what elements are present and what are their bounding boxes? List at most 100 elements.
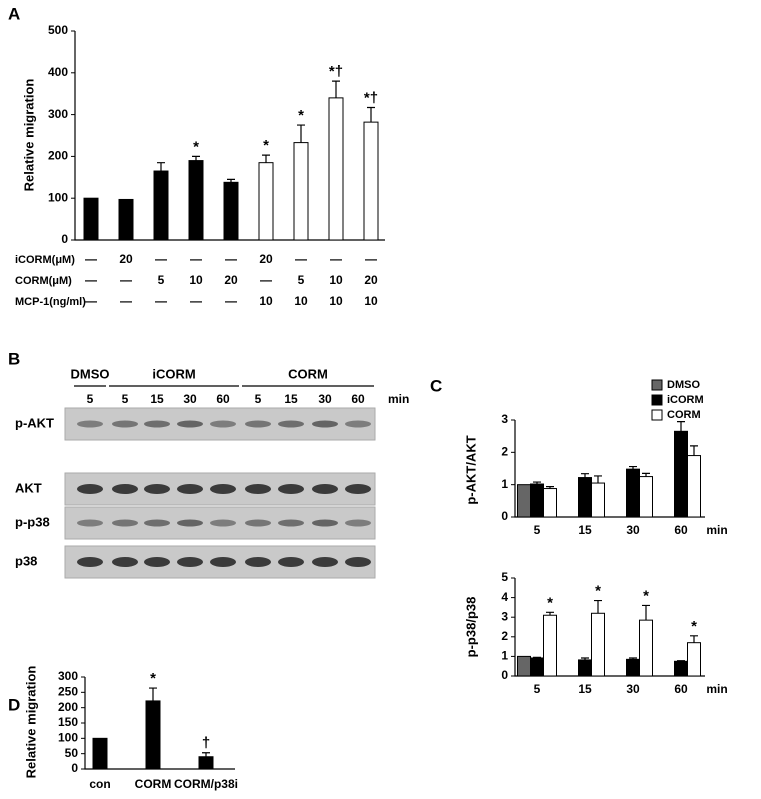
lane-label: 15: [284, 392, 298, 406]
bar: [591, 482, 605, 518]
treatment-cell: —: [85, 273, 97, 287]
annotation: *†: [329, 63, 343, 80]
error-bar: [149, 687, 157, 701]
band: [112, 484, 138, 494]
lane-label: 30: [183, 392, 197, 406]
band: [112, 557, 138, 567]
row-label: p-AKT: [15, 415, 54, 430]
treatment-cell: 10: [329, 294, 343, 308]
treatment-cell: —: [190, 294, 202, 308]
panel-label: B: [8, 349, 20, 368]
bar: [258, 162, 274, 241]
error-bar: [677, 660, 685, 662]
band: [77, 420, 103, 428]
band: [278, 420, 304, 428]
y-tick-label: 300: [58, 669, 78, 683]
error-bar: [546, 486, 554, 489]
y-tick-label: 2: [501, 629, 508, 643]
bar: [188, 160, 204, 241]
band: [144, 557, 170, 567]
bar: [517, 484, 531, 518]
treatment-cell: 20: [119, 252, 133, 266]
annotation: *: [643, 587, 649, 604]
lane-label: 15: [150, 392, 164, 406]
lane-label: 60: [351, 392, 365, 406]
bar: [530, 657, 544, 677]
bar: [517, 655, 531, 677]
treatment-cell: —: [260, 273, 272, 287]
error-bar: [297, 124, 305, 143]
treatment-cell: —: [365, 252, 377, 266]
error-bar: [677, 421, 685, 432]
error-bar: [546, 611, 554, 616]
error-bar: [192, 155, 200, 161]
annotation: *: [150, 670, 156, 687]
y-tick-label: 150: [58, 715, 78, 729]
y-tick-label: 3: [501, 412, 508, 426]
error-bar: [202, 752, 210, 757]
band: [345, 420, 371, 428]
treatment-label: MCP-1(ng/ml): [15, 296, 86, 308]
treatment-cell: —: [85, 294, 97, 308]
lane-label: 30: [318, 392, 332, 406]
band: [245, 420, 271, 428]
x-axis-label: min: [706, 682, 727, 696]
treatment-cell: 10: [189, 273, 203, 287]
y-tick-label: 200: [58, 700, 78, 714]
row-label: p-p38: [15, 514, 50, 529]
treatment-cell: 10: [329, 273, 343, 287]
row-label: p38: [15, 553, 37, 568]
x-tick-label: 5: [534, 682, 541, 696]
error-bar: [533, 656, 541, 658]
bar: [543, 614, 557, 677]
treatment-cell: —: [225, 252, 237, 266]
row-label: AKT: [15, 480, 42, 495]
x-tick-label: 5: [534, 523, 541, 537]
lane-label: 60: [216, 392, 230, 406]
band: [278, 519, 304, 527]
annotation: *: [263, 137, 269, 154]
band: [210, 420, 236, 428]
treatment-cell: 10: [364, 294, 378, 308]
annotation: *: [298, 107, 304, 124]
treatment-cell: —: [120, 294, 132, 308]
y-tick-label: 0: [501, 668, 508, 682]
bar: [578, 659, 592, 677]
band: [77, 557, 103, 567]
error-bar: [690, 635, 698, 643]
bar: [223, 181, 239, 241]
band: [77, 484, 103, 494]
band: [312, 484, 338, 494]
error-bar: [594, 599, 602, 614]
bar: [92, 737, 108, 770]
bar: [530, 483, 544, 518]
band: [112, 420, 138, 428]
treatment-cell: 10: [294, 294, 308, 308]
y-tick-label: 0: [61, 232, 68, 246]
bar: [118, 198, 134, 241]
x-tick-label: 60: [674, 682, 688, 696]
band: [210, 557, 236, 567]
bar: [293, 142, 309, 241]
treatment-label: CORM(μM): [15, 275, 72, 287]
y-tick-label: 250: [58, 685, 78, 699]
band: [245, 484, 271, 494]
error-bar: [227, 178, 235, 183]
band: [312, 519, 338, 527]
x-tick-label: con: [89, 777, 110, 791]
error-bar: [157, 162, 165, 172]
y-tick-label: 2: [501, 445, 508, 459]
y-tick-label: 400: [48, 65, 68, 79]
error-bar: [690, 445, 698, 456]
x-axis-label: min: [706, 523, 727, 537]
lane-label: 5: [87, 392, 94, 406]
error-bar: [581, 473, 589, 478]
bar: [674, 660, 688, 677]
band: [144, 420, 170, 428]
band: [245, 519, 271, 527]
treatment-cell: —: [155, 294, 167, 308]
panel-label: D: [8, 695, 20, 714]
y-axis-label: p-p38/p38: [463, 597, 478, 658]
band: [210, 519, 236, 527]
band: [144, 519, 170, 527]
